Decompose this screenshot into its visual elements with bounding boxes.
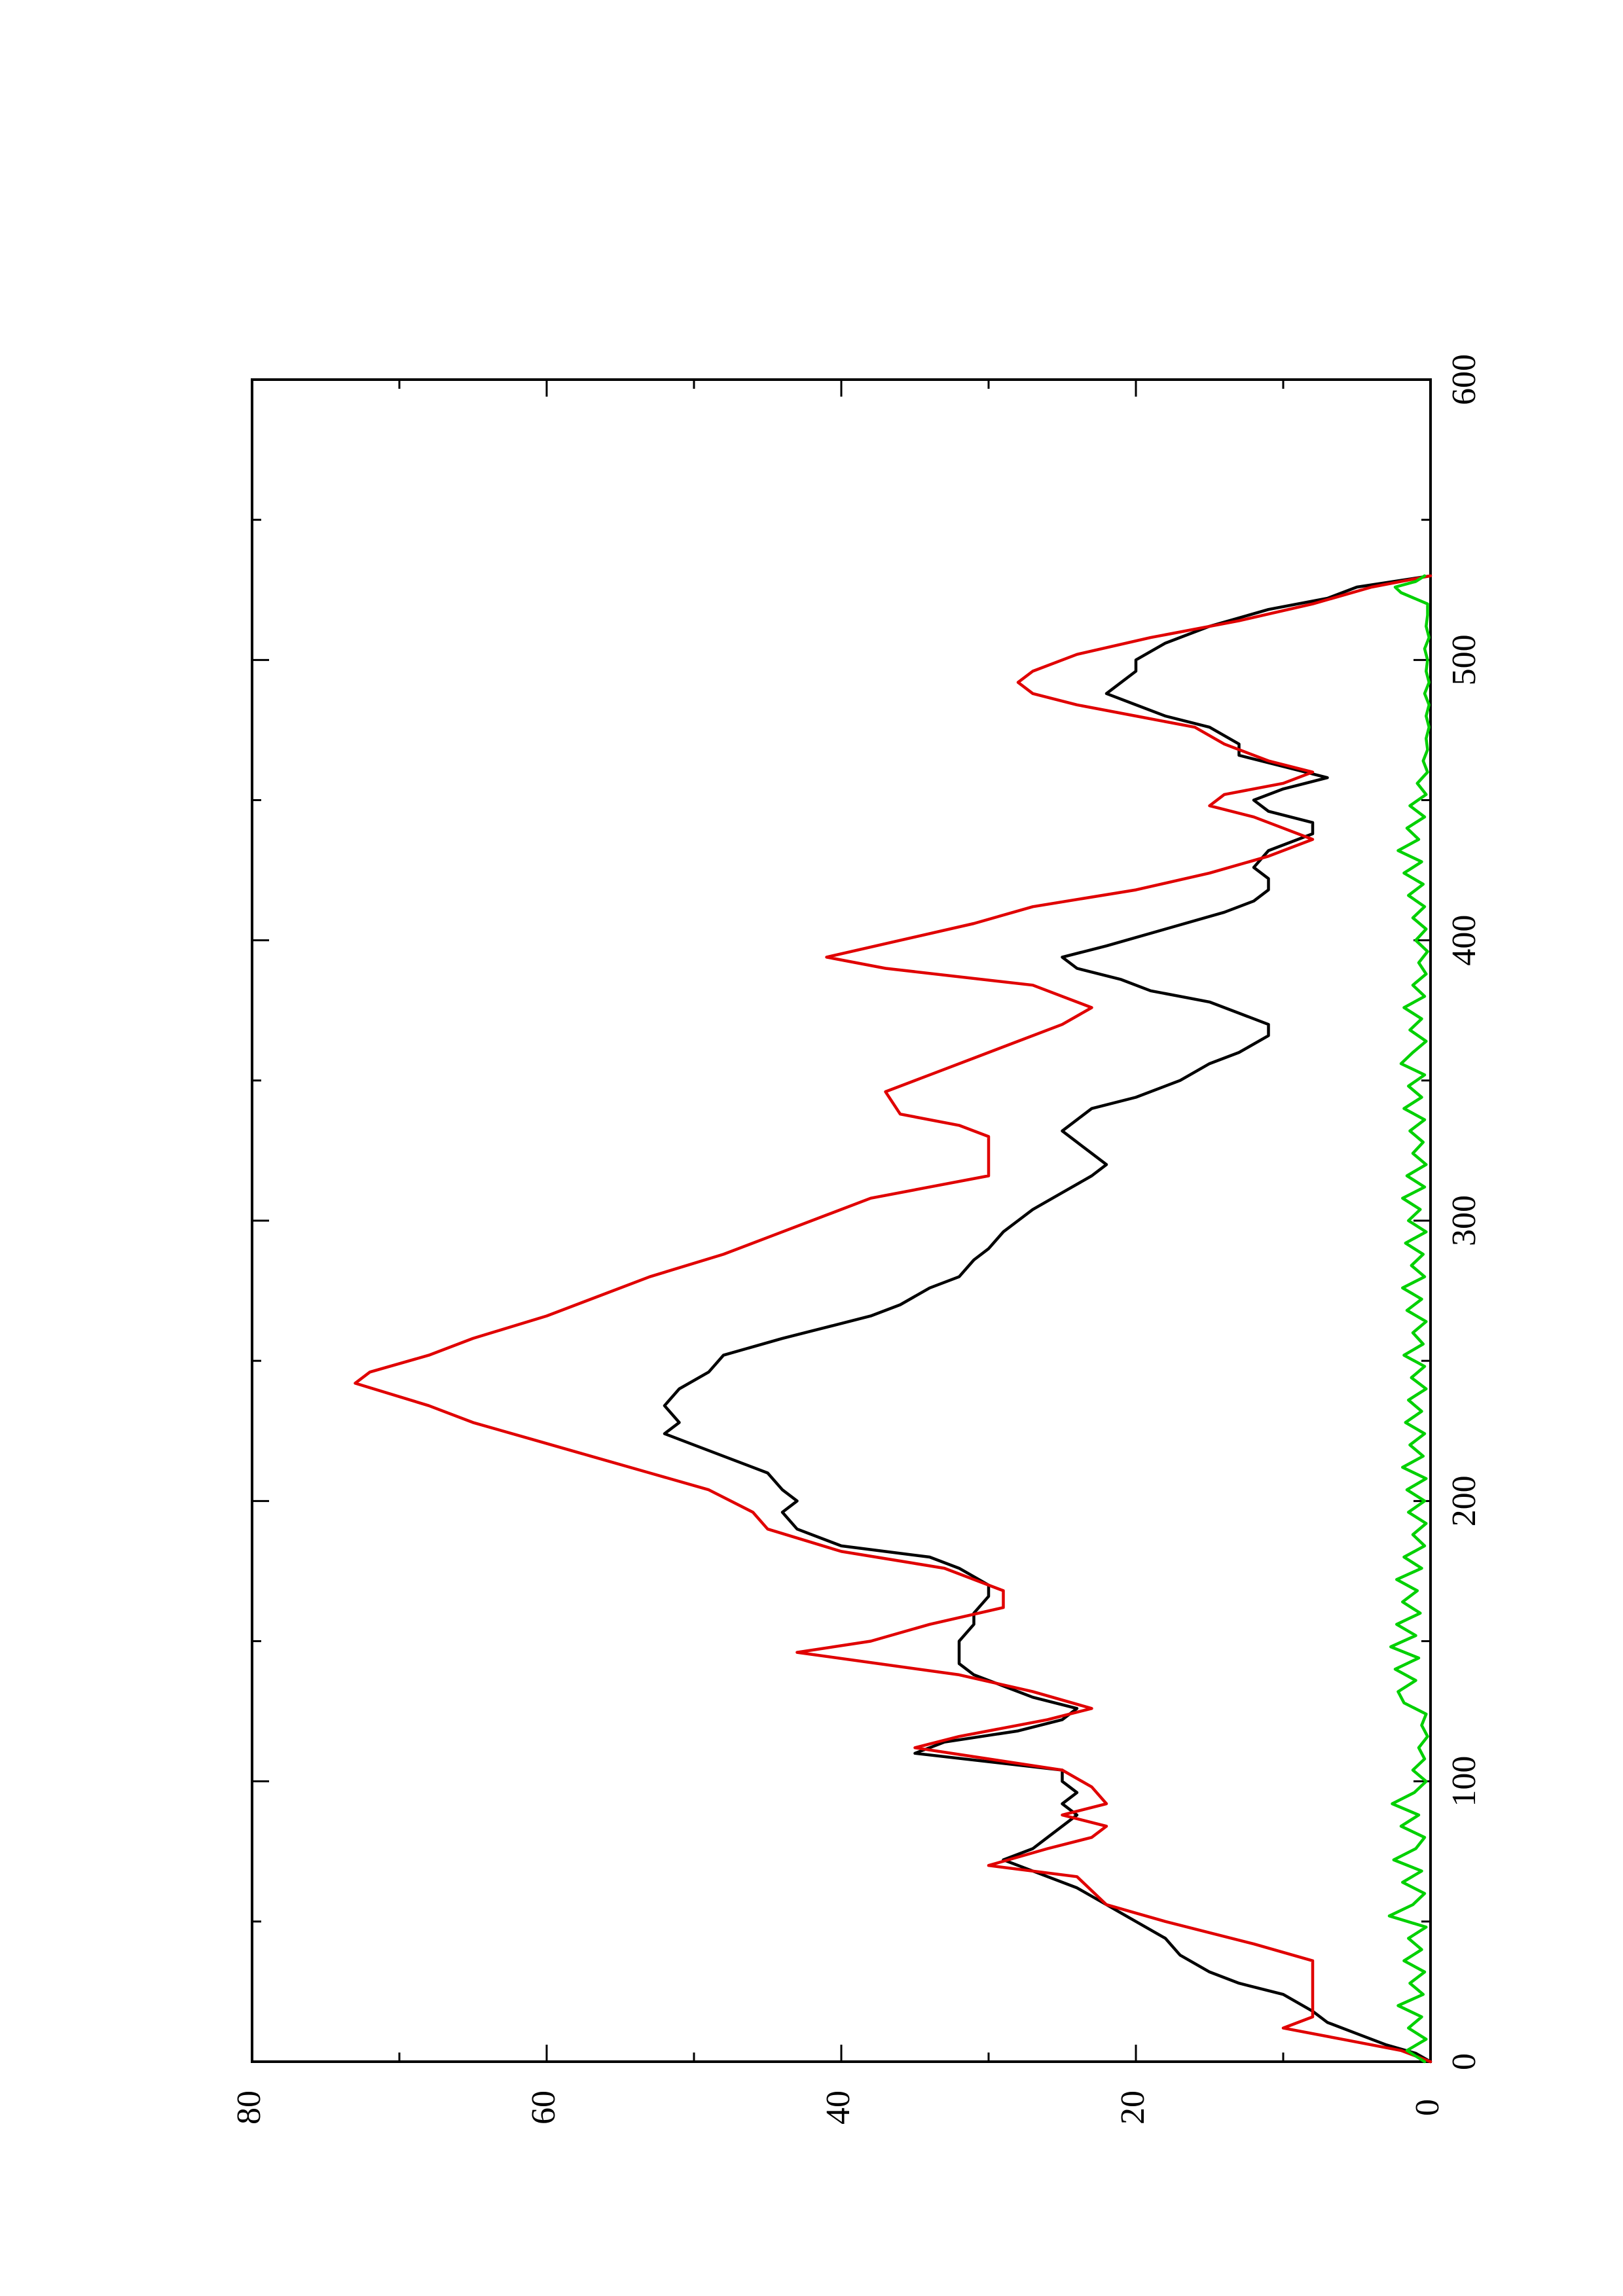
y-tick-label: 20: [1114, 2090, 1152, 2125]
x-tick-label: 400: [1446, 915, 1483, 966]
x-tick-label: 0: [1446, 2053, 1483, 2070]
series-line-1: [663, 574, 1432, 2064]
data-series: [354, 574, 1432, 2064]
plot-frame: [251, 378, 1432, 2063]
x-tick-label: 200: [1446, 1475, 1483, 1526]
axis-tick-labels: 0 100 200 300 400 500 600 0 20 40 60 80: [230, 354, 1483, 2125]
y-tick-label: 0: [1409, 2099, 1446, 2116]
series-line-3: [1387, 574, 1431, 2064]
series-line-2: [354, 574, 1432, 2064]
x-tick-label: 500: [1446, 634, 1483, 685]
x-tick-label: 100: [1446, 1756, 1483, 1807]
x-tick-label: 600: [1446, 354, 1483, 405]
x-tick-label: 300: [1446, 1195, 1483, 1246]
y-tick-label: 60: [525, 2090, 562, 2125]
axis-ticks: [251, 378, 1432, 2063]
y-tick-label: 40: [820, 2090, 857, 2125]
y-tick-label: 80: [230, 2090, 268, 2125]
